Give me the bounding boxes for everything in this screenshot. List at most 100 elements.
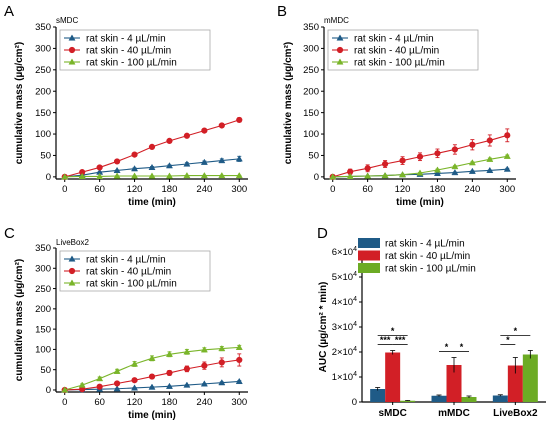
panel-tag: sMDC: [56, 16, 78, 25]
legend-label: rat skin - 100 µL/min: [86, 58, 177, 69]
data-point: [61, 386, 69, 393]
y-tick-label: 50: [40, 151, 51, 162]
data-point: [503, 152, 511, 159]
bar: [492, 395, 508, 402]
data-point: [200, 158, 208, 165]
y-tick-label: 50: [40, 365, 51, 376]
y-tick-label: 300: [35, 44, 51, 55]
significance-label: *: [514, 326, 518, 336]
y-tick-label: 100: [35, 129, 51, 140]
data-point: [201, 362, 208, 369]
y-tick-label: 2×104: [332, 346, 357, 358]
y-tick-label: 50: [308, 151, 319, 162]
legend-swatch: [358, 263, 380, 273]
legend-label: rat skin - 4 µL/min: [86, 34, 166, 45]
legend-box: [59, 29, 211, 71]
data-point: [364, 165, 371, 172]
data-point: [235, 377, 243, 385]
data-point: [235, 343, 243, 350]
panel-letter: B: [277, 3, 287, 20]
x-tick-label: 60: [94, 397, 105, 408]
x-tick-label: 0: [62, 184, 67, 195]
data-point: [165, 172, 173, 179]
x-tick-label: 0: [330, 184, 335, 195]
y-axis-title: cumulative mass (µg/cm²): [14, 259, 25, 381]
data-point: [236, 356, 243, 364]
data-point: [61, 173, 69, 180]
data-point: [200, 346, 208, 353]
data-point: [165, 382, 173, 389]
data-point: [165, 350, 173, 357]
series-0: [61, 377, 243, 393]
data-point: [486, 166, 494, 174]
legend-marker: [336, 34, 344, 41]
data-point: [451, 162, 459, 170]
y-axis-title: AUC (µg/cm² * min): [318, 282, 329, 373]
legend-marker: [68, 255, 76, 262]
data-point: [183, 381, 191, 388]
y-tick-label: 250: [35, 65, 51, 76]
data-point: [166, 369, 173, 377]
data-point: [78, 381, 86, 388]
x-tick-label: 180: [430, 184, 446, 195]
y-tick-label: 1×104: [332, 371, 357, 383]
data-point: [416, 153, 424, 160]
data-point: [113, 172, 121, 179]
data-point: [96, 164, 103, 171]
y-tick-label: 3×104: [332, 321, 357, 333]
legend-marker: [68, 279, 76, 286]
y-tick-label: 150: [303, 108, 319, 119]
legend-marker: [336, 46, 344, 54]
data-point: [131, 151, 138, 158]
x-tick-label: 120: [127, 184, 143, 195]
y-tick-label: 0: [46, 385, 51, 396]
data-point: [329, 173, 337, 180]
data-point: [236, 116, 243, 124]
x-axis-title: time (min): [128, 410, 176, 421]
bar: [385, 352, 401, 402]
data-point: [96, 375, 104, 382]
data-point: [346, 172, 354, 180]
data-point: [201, 127, 208, 134]
y-tick-label: 350: [35, 22, 51, 33]
data-point: [218, 379, 226, 386]
y-tick-label: 250: [35, 284, 51, 295]
panel-letter: D: [317, 225, 328, 242]
data-point: [451, 168, 459, 176]
y-tick-label: 350: [35, 243, 51, 254]
panel-letter: C: [4, 225, 15, 242]
legend-marker: [68, 267, 76, 275]
significance-label: ***: [380, 335, 391, 345]
legend-label: rat skin - 4 µL/min: [354, 34, 434, 45]
legend-box: [59, 250, 211, 292]
significance-label: *: [506, 335, 510, 345]
significance-label: *: [445, 342, 449, 352]
data-point: [131, 172, 139, 179]
legend-label: rat skin - 40 µL/min: [354, 46, 439, 57]
x-tick-label: 300: [231, 397, 247, 408]
data-point: [381, 171, 389, 179]
bar: [507, 365, 523, 402]
bar: [400, 400, 416, 402]
x-tick-label: 60: [362, 184, 373, 195]
data-point: [235, 155, 243, 162]
data-point: [183, 132, 191, 139]
data-point: [96, 172, 104, 180]
data-point: [200, 380, 208, 387]
legend-marker: [336, 58, 344, 65]
data-point: [148, 354, 156, 361]
bar: [431, 395, 447, 402]
data-point: [218, 171, 226, 179]
data-point: [148, 163, 156, 171]
y-tick-label: 0: [46, 172, 51, 183]
legend-marker: [68, 34, 76, 41]
y-tick-label: 200: [35, 304, 51, 315]
x-tick-label: 240: [464, 184, 480, 195]
category-label: LiveBox2: [493, 408, 538, 419]
y-tick-label: 200: [303, 86, 319, 97]
data-point: [148, 143, 156, 150]
legend-label: rat skin - 100 µL/min: [86, 279, 177, 290]
legend-label: rat skin - 100 µL/min: [385, 264, 476, 275]
data-point: [113, 380, 121, 387]
